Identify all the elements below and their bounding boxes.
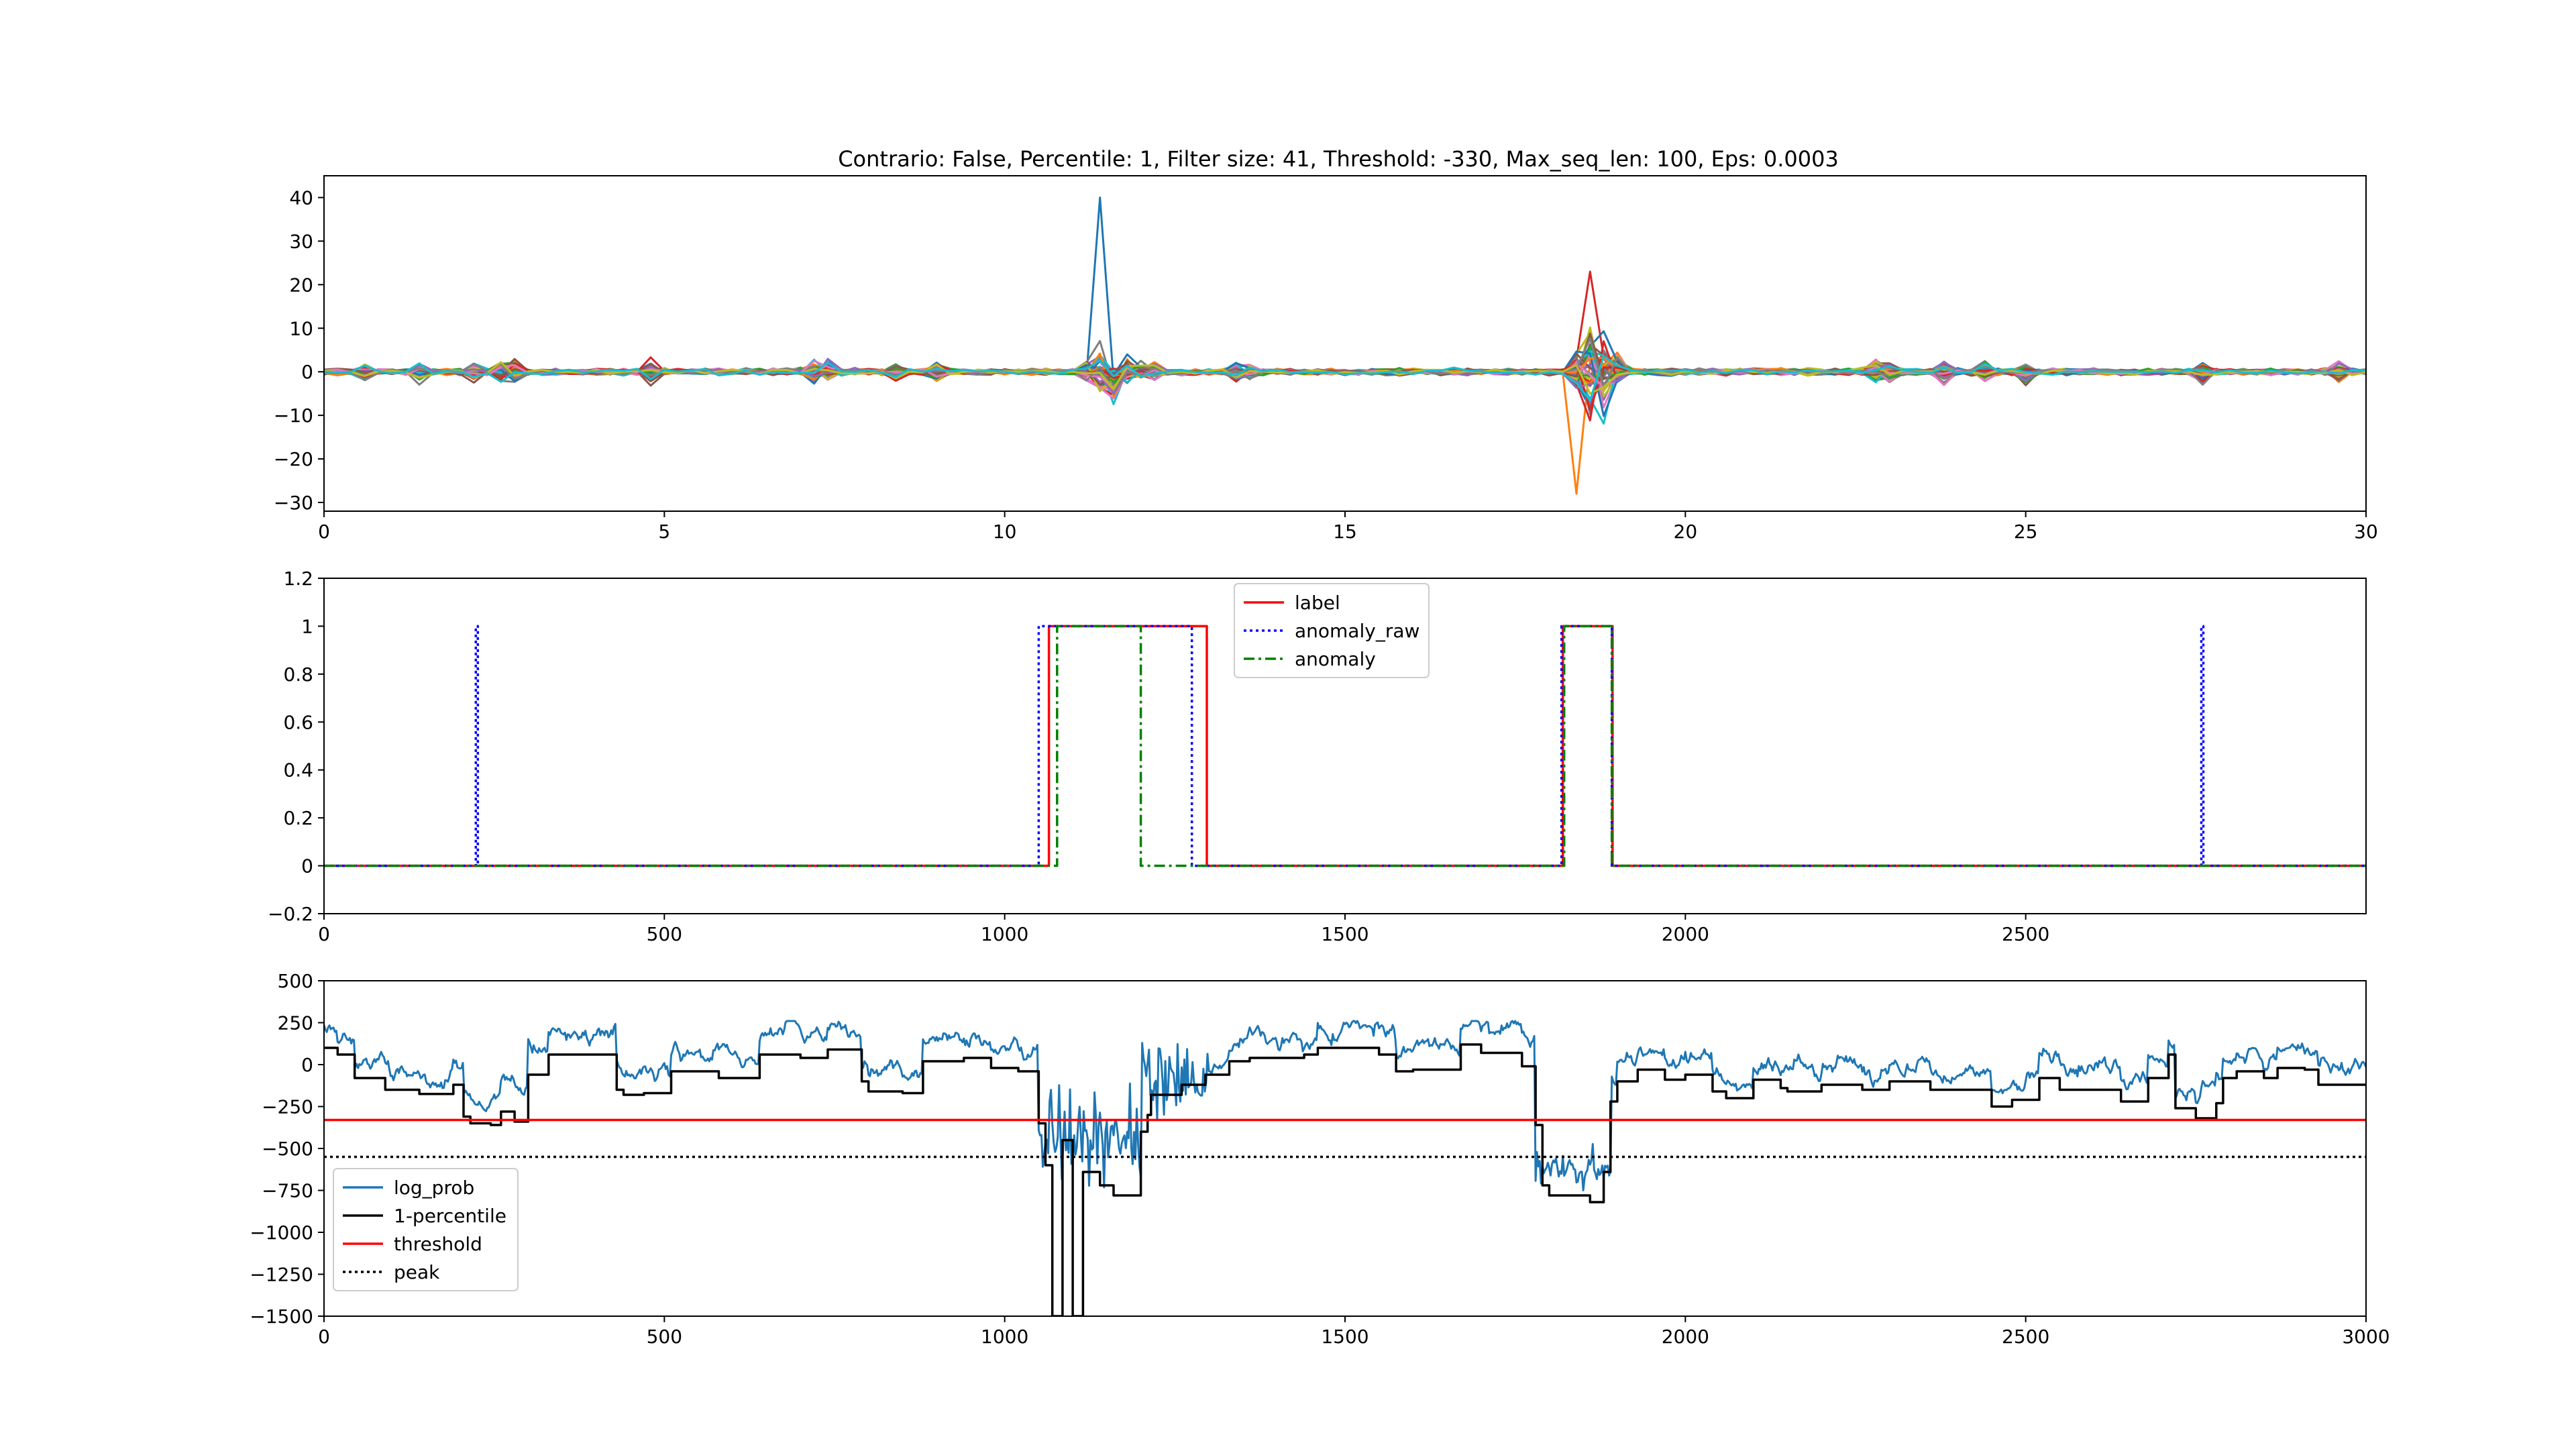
series-line-anomaly [324, 625, 2366, 867]
y-tick-label: 0.8 [283, 663, 313, 686]
legend-label-anomaly_raw: anomaly_raw [1295, 620, 1419, 642]
series-line-40 [324, 355, 2366, 402]
series-line-7 [324, 352, 2366, 409]
series-line-1 [324, 197, 2366, 410]
panel-bottom: 0 500 1000 1500 2000 2500 3000−1500−1250−1000−… [250, 970, 2390, 1348]
y-tick-label: −1500 [250, 1305, 313, 1328]
legend-label-peak: peak [394, 1261, 440, 1283]
series-line-31 [324, 350, 2366, 417]
x-tick-label: 1000 [981, 923, 1028, 945]
y-tick-label: −10 [274, 405, 313, 427]
y-tick-label: 20 [289, 274, 313, 296]
y-tick-label: 250 [278, 1012, 313, 1034]
y-tick-label: −250 [262, 1096, 313, 1118]
y-tick-label: −1250 [250, 1264, 313, 1286]
x-tick-label: 15 [1333, 521, 1357, 543]
series-line-20 [324, 349, 2366, 387]
y-tick-label: 0 [301, 361, 313, 383]
series-line-35 [324, 362, 2366, 395]
x-tick-label: 5 [658, 521, 670, 543]
series-line-23 [324, 345, 2366, 388]
series-line-1-percentile [324, 1043, 2366, 1316]
plot-area [324, 197, 2366, 495]
series-line-16 [324, 343, 2366, 384]
axes-frame [323, 175, 2367, 512]
x-tick-label: 1500 [1321, 1326, 1368, 1348]
y-tick-label: 0.2 [283, 807, 313, 829]
x-tick-label: 10 [993, 521, 1017, 543]
y-tick-label: −20 [274, 448, 313, 470]
y-tick-label: 500 [278, 970, 313, 992]
y-tick-label: 1.2 [283, 568, 313, 590]
series-line-5 [324, 355, 2366, 401]
series-line-2 [324, 360, 2366, 495]
series-line-39 [324, 361, 2366, 395]
x-tick-label: 0 [318, 1326, 330, 1348]
series-line-30 [324, 350, 2366, 384]
legend-box [333, 1168, 519, 1291]
plot-area [324, 625, 2366, 867]
x-tick-label: 1500 [1321, 923, 1368, 945]
x-tick-label: 2000 [1662, 1326, 1709, 1348]
legend-label-log_prob: log_prob [394, 1177, 474, 1199]
y-tick-label: 0 [301, 855, 313, 877]
series-line-17 [324, 354, 2366, 400]
x-tick-label: 500 [647, 1326, 682, 1348]
x-tick-label: 2000 [1662, 923, 1709, 945]
y-tick-label: 40 [289, 186, 313, 209]
y-tick-label: −30 [274, 492, 313, 514]
series-line-25 [324, 358, 2366, 404]
x-tick-label: 500 [647, 923, 682, 945]
series-line-18 [324, 339, 2366, 415]
figure-title: Contrario: False, Percentile: 1, Filter … [838, 146, 1839, 172]
y-tick-label: −750 [262, 1180, 313, 1202]
series-line-8 [324, 358, 2366, 406]
series-line-4 [324, 270, 2366, 380]
x-tick-label: 30 [2354, 521, 2378, 543]
legend-label-threshold: threshold [394, 1233, 482, 1255]
y-tick-label: 0.6 [283, 711, 313, 733]
legend-label-1-percentile: 1-percentile [394, 1205, 506, 1227]
series-line-36 [324, 332, 2366, 386]
series-line-38 [324, 337, 2366, 392]
y-tick-label: 1 [301, 615, 313, 637]
x-tick-label: 1000 [981, 1326, 1028, 1348]
y-tick-label: 30 [289, 230, 313, 252]
x-tick-label: 2500 [2002, 923, 2049, 945]
panel-top: 0 5 10 15 20 25 30 −30 −20 −10 0 10 20 30 40 [274, 175, 2378, 543]
plot-area [324, 1020, 2366, 1316]
x-tick-label: 0 [318, 521, 330, 543]
y-tick-label: −1000 [250, 1222, 313, 1244]
y-tick-label: −500 [262, 1138, 313, 1160]
x-tick-label: 20 [1674, 521, 1698, 543]
y-tick-label: 0.4 [283, 759, 313, 782]
x-tick-label: 0 [318, 923, 330, 945]
series-line-9 [324, 331, 2366, 398]
y-tick-label: −0.2 [268, 903, 313, 925]
axes-frame [323, 980, 2367, 1317]
series-line-12 [324, 347, 2366, 388]
series-line-21 [324, 330, 2366, 386]
legend-box [1234, 583, 1430, 678]
x-tick-label: 2500 [2002, 1326, 2049, 1348]
series-line-24 [324, 340, 2366, 422]
series-line-29 [324, 326, 2366, 392]
panel-middle: 0 500 1000 1500 2000 2500−0.200.20.40.60.811.… [268, 568, 2367, 945]
series-line-log_prob [324, 1020, 2366, 1191]
legend-label-label: label [1295, 592, 1340, 614]
y-tick-label: 10 [289, 317, 313, 339]
legend-label-anomaly: anomaly [1295, 648, 1376, 670]
x-tick-label: 3000 [2342, 1326, 2390, 1348]
y-tick-label: 0 [301, 1054, 313, 1076]
x-tick-label: 25 [2014, 521, 2038, 543]
